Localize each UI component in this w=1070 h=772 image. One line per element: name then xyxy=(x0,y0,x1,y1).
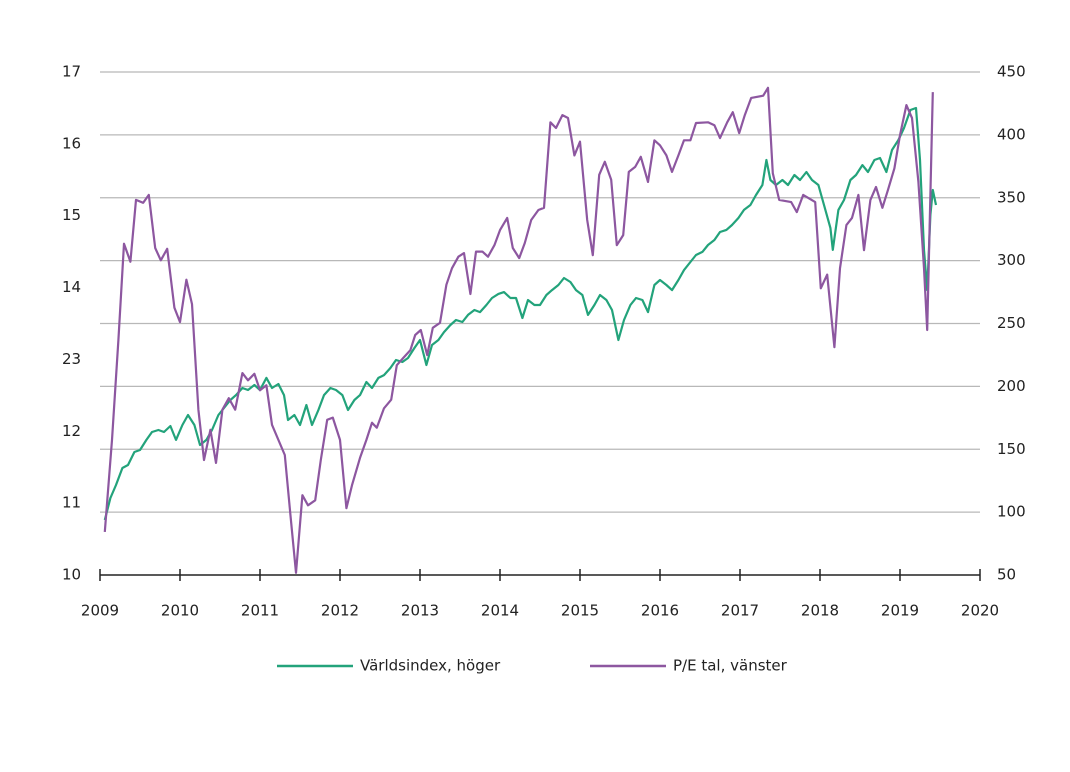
y-tick-label: 12 xyxy=(62,422,81,440)
y-tick-label: 10 xyxy=(62,566,81,584)
y-tick-label: 11 xyxy=(62,494,81,512)
y-tick-label: 15 xyxy=(62,206,81,224)
legend-label: Världsindex, höger xyxy=(360,657,501,675)
x-tick-label: 2012 xyxy=(321,602,359,620)
y2-tick-label: 50 xyxy=(997,566,1016,584)
y-tick-label: 16 xyxy=(62,134,81,152)
x-tick-label: 2013 xyxy=(401,602,439,620)
y-tick-label: 14 xyxy=(62,278,81,296)
x-tick-label: 2020 xyxy=(961,602,999,620)
y2-tick-label: 400 xyxy=(997,125,1026,143)
x-tick-label: 2018 xyxy=(801,602,839,620)
y-tick-label: 17 xyxy=(62,63,81,81)
legend-label: P/E tal, vänster xyxy=(673,657,788,675)
y2-tick-label: 350 xyxy=(997,188,1026,206)
x-tick-label: 2011 xyxy=(241,602,279,620)
y2-tick-label: 450 xyxy=(997,63,1026,81)
y2-tick-label: 200 xyxy=(997,377,1026,395)
x-tick-label: 2010 xyxy=(161,602,199,620)
x-tick-label: 2009 xyxy=(81,602,119,620)
y2-tick-label: 300 xyxy=(997,251,1026,269)
x-tick-label: 2017 xyxy=(721,602,759,620)
y-tick-label: 23 xyxy=(62,350,81,368)
series-line xyxy=(103,86,934,574)
x-tick-label: 2019 xyxy=(881,602,919,620)
y2-tick-label: 100 xyxy=(997,503,1026,521)
x-tick-label: 2015 xyxy=(561,602,599,620)
x-tick-label: 2014 xyxy=(481,602,519,620)
series-line xyxy=(103,106,938,521)
x-tick-label: 2016 xyxy=(641,602,679,620)
y2-tick-label: 250 xyxy=(997,314,1026,332)
y2-tick-label: 150 xyxy=(997,440,1026,458)
